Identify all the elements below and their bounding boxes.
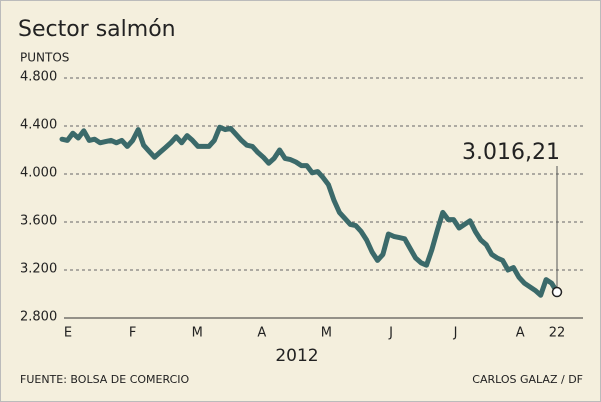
x-axis-title: 2012 — [275, 346, 318, 366]
x-tick-label: 22 — [549, 326, 566, 341]
source: FUENTE: BOLSA DE COMERCIO — [20, 373, 189, 386]
x-tick-label: A — [257, 326, 266, 341]
y-axis-label: PUNTOS — [20, 51, 69, 65]
y-tick-label: 2.800 — [20, 310, 57, 325]
y-tick-label: 3.200 — [20, 262, 57, 277]
x-tick-label: M — [321, 326, 332, 341]
end-point — [551, 286, 563, 298]
x-tick-label: J — [388, 326, 393, 341]
y-tick-label: 4.000 — [20, 166, 57, 181]
credit: CARLOS GALAZ / DF — [472, 373, 583, 386]
x-tick-label: F — [129, 326, 136, 341]
line — [59, 124, 560, 298]
y-tick-label: 4.800 — [20, 70, 57, 85]
chart-title: Sector salmón — [18, 17, 176, 42]
y-tick-label: 4.400 — [20, 118, 57, 133]
x-tick-label: A — [516, 326, 525, 341]
y-tick-label: 3.600 — [20, 214, 57, 229]
x-tick-label: M — [192, 326, 203, 341]
x-tick-label: E — [64, 326, 72, 341]
annotation: 3.016,21 — [462, 140, 560, 165]
x-tick-label: J — [453, 326, 458, 341]
